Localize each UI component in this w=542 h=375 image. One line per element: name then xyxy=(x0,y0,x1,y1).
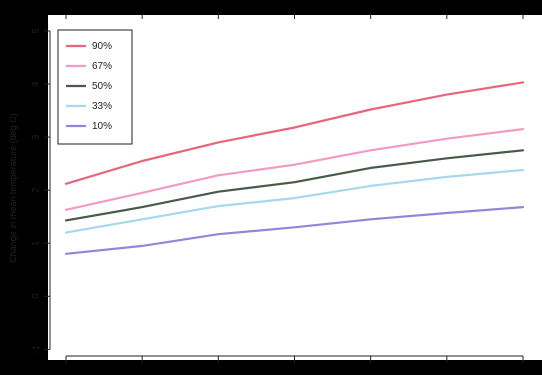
legend-label: 90% xyxy=(92,41,112,52)
series-line-67-pct xyxy=(64,128,525,211)
y-tick-label: 0 xyxy=(30,294,40,299)
y-tick-label: 4 xyxy=(30,81,40,86)
series-lines xyxy=(64,81,525,255)
y-tick-label: 1 xyxy=(30,241,40,246)
series-line-50-pct xyxy=(64,149,525,222)
legend: 90% 67% 50% 33% 10% xyxy=(57,29,133,145)
y-tick-label: -1 xyxy=(30,345,40,353)
legend-label: 50% xyxy=(92,81,112,92)
series-line-33-pct xyxy=(64,168,525,234)
series-line-90-pct xyxy=(64,81,525,185)
legend-label: 67% xyxy=(92,61,112,72)
y-tick-label: 5 xyxy=(30,28,40,33)
y-tick-label: 3 xyxy=(30,135,40,140)
legend-label: 33% xyxy=(92,101,112,112)
legend-label: 10% xyxy=(92,121,112,132)
y-tick-label: 2 xyxy=(30,188,40,193)
y-axis-label: Change in mean temperature (deg C) xyxy=(8,113,18,263)
series-line-10-pct xyxy=(64,206,525,255)
axes: -1 0 1 2 3 4 5 xyxy=(30,15,524,363)
